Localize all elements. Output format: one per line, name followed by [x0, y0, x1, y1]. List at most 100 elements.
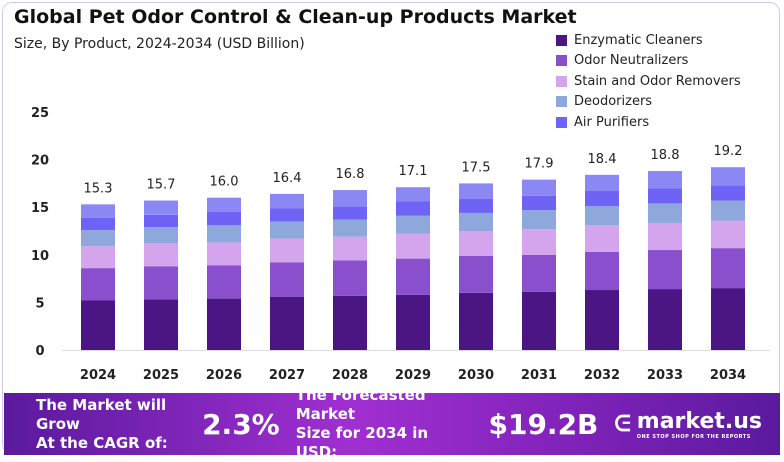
bar-segment-enzymatic-cleaners [459, 292, 493, 350]
legend: Enzymatic Cleaners Odor Neutralizers Stain… [556, 30, 741, 133]
chart-title: Global Pet Odor Control & Clean-up Produ… [14, 6, 577, 28]
bar-segment-odor-neutralizers [522, 254, 556, 292]
bar-segment-odor-neutralizers [585, 251, 619, 291]
bar-segment-deodorizers [522, 210, 556, 230]
legend-item: Air Purifiers [556, 112, 741, 133]
bar-segment-enzymatic-cleaners [396, 294, 430, 350]
bar-segment-other [648, 171, 682, 189]
bar-segment-other [711, 167, 745, 186]
bar-segment-other [522, 179, 556, 196]
total-label: 19.2 [714, 144, 743, 159]
total-label: 17.9 [525, 157, 554, 172]
bar-segment-stain-and-odor-removers [711, 220, 745, 249]
cagr-text-1: The Market will Grow [36, 395, 167, 433]
total-label: 16.8 [336, 167, 365, 182]
y-tick-label: 5 [35, 296, 44, 311]
legend-swatch [556, 34, 567, 46]
legend-label: Deodorizers [574, 94, 653, 110]
bar-segment-enzymatic-cleaners [522, 291, 556, 350]
x-tick-label: 2029 [395, 368, 431, 383]
bar-segment-stain-and-odor-removers [270, 238, 304, 263]
bar-segment-odor-neutralizers [459, 255, 493, 293]
bar-segment-stain-and-odor-removers [333, 236, 367, 261]
bar-segment-other [81, 204, 115, 218]
bar-segment-enzymatic-cleaners [585, 290, 619, 350]
bar-segment-deodorizers [207, 225, 241, 243]
bar-segment-odor-neutralizers [207, 265, 241, 299]
total-label: 17.5 [462, 160, 491, 175]
y-tick-label: 10 [31, 249, 49, 264]
total-label: 16.4 [273, 171, 302, 186]
bar-segment-air-purifiers [648, 188, 682, 204]
x-tick-label: 2034 [710, 368, 746, 383]
bar-segment-other [207, 197, 241, 212]
x-tick-label: 2027 [269, 368, 305, 383]
legend-label: Odor Neutralizers [574, 53, 689, 69]
cagr-value: 2.3% [202, 407, 280, 441]
x-tick-label: 2028 [332, 368, 368, 383]
x-tick-label: 2030 [458, 368, 494, 383]
bar-segment-enzymatic-cleaners [333, 295, 367, 350]
bar-segment-enzymatic-cleaners [711, 288, 745, 350]
bar-segment-odor-neutralizers [270, 262, 304, 297]
bar-segment-enzymatic-cleaners [81, 300, 115, 350]
x-tick-label: 2024 [80, 368, 116, 383]
legend-swatch [556, 116, 567, 128]
bar-segment-odor-neutralizers [648, 250, 682, 290]
footer-banner: The Market will Grow At the CAGR of: 2.3%… [4, 386, 780, 461]
total-label: 18.4 [588, 152, 617, 167]
y-tick-label: 20 [31, 154, 49, 169]
marketus-logo: ᕮ market.us ONE STOP SHOP FOR THE REPORTS [614, 408, 762, 440]
legend-item: Odor Neutralizers [556, 51, 741, 72]
bar-segment-odor-neutralizers [81, 268, 115, 301]
total-label: 15.7 [147, 178, 176, 193]
bar-segment-air-purifiers [144, 214, 178, 228]
bar-segment-other [144, 200, 178, 215]
bar-segment-deodorizers [711, 200, 745, 221]
legend-item: Enzymatic Cleaners [556, 30, 741, 51]
bar-segment-deodorizers [333, 219, 367, 237]
cagr-text-2: At the CAGR of: [36, 433, 168, 452]
bar-chart: 051015202515.3202415.7202516.0202616.420… [31, 106, 770, 383]
x-tick-label: 2025 [143, 368, 179, 383]
bar-segment-stain-and-odor-removers [396, 233, 430, 259]
x-tick-label: 2026 [206, 368, 242, 383]
bar-segment-air-purifiers [459, 198, 493, 213]
bar-segment-odor-neutralizers [144, 266, 178, 300]
bar-segment-other [333, 190, 367, 207]
x-tick-label: 2031 [521, 368, 557, 383]
chart-subtitle: Size, By Product, 2024-2034 (USD Billion… [14, 36, 305, 52]
bar-segment-enzymatic-cleaners [144, 299, 178, 350]
bar-segment-stain-and-odor-removers [459, 231, 493, 256]
bar-segment-air-purifiers [81, 217, 115, 231]
bar-segment-deodorizers [396, 215, 430, 234]
bar-segment-air-purifiers [396, 201, 430, 216]
total-label: 17.1 [399, 164, 428, 179]
bar-segment-deodorizers [81, 230, 115, 247]
bar-segment-other [396, 187, 430, 202]
bar-segment-deodorizers [648, 203, 682, 224]
bar-segment-enzymatic-cleaners [270, 296, 304, 350]
y-tick-label: 25 [31, 106, 49, 121]
x-tick-label: 2033 [647, 368, 683, 383]
bar-segment-air-purifiers [711, 185, 745, 201]
forecast-text-2: Size for 2034 in USD: [295, 424, 429, 461]
legend-label: Air Purifiers [574, 114, 650, 130]
bar-segment-odor-neutralizers [396, 258, 430, 295]
bar-segment-stain-and-odor-removers [648, 223, 682, 251]
bar-segment-enzymatic-cleaners [207, 298, 241, 350]
bar-segment-other [459, 183, 493, 199]
forecast-text-1: The Forecasted Market [295, 386, 426, 423]
bar-segment-air-purifiers [270, 208, 304, 222]
bar-segment-air-purifiers [522, 195, 556, 211]
bar-segment-other [585, 174, 619, 192]
legend-label: Enzymatic Cleaners [574, 32, 703, 48]
bar-segment-deodorizers [144, 227, 178, 244]
bar-segment-odor-neutralizers [333, 260, 367, 296]
bar-segment-air-purifiers [585, 191, 619, 207]
x-tick-label: 2032 [584, 368, 620, 383]
bar-segment-stain-and-odor-removers [144, 243, 178, 267]
y-tick-label: 0 [35, 344, 44, 359]
bar-segment-stain-and-odor-removers [585, 225, 619, 252]
bar-segment-stain-and-odor-removers [81, 246, 115, 269]
